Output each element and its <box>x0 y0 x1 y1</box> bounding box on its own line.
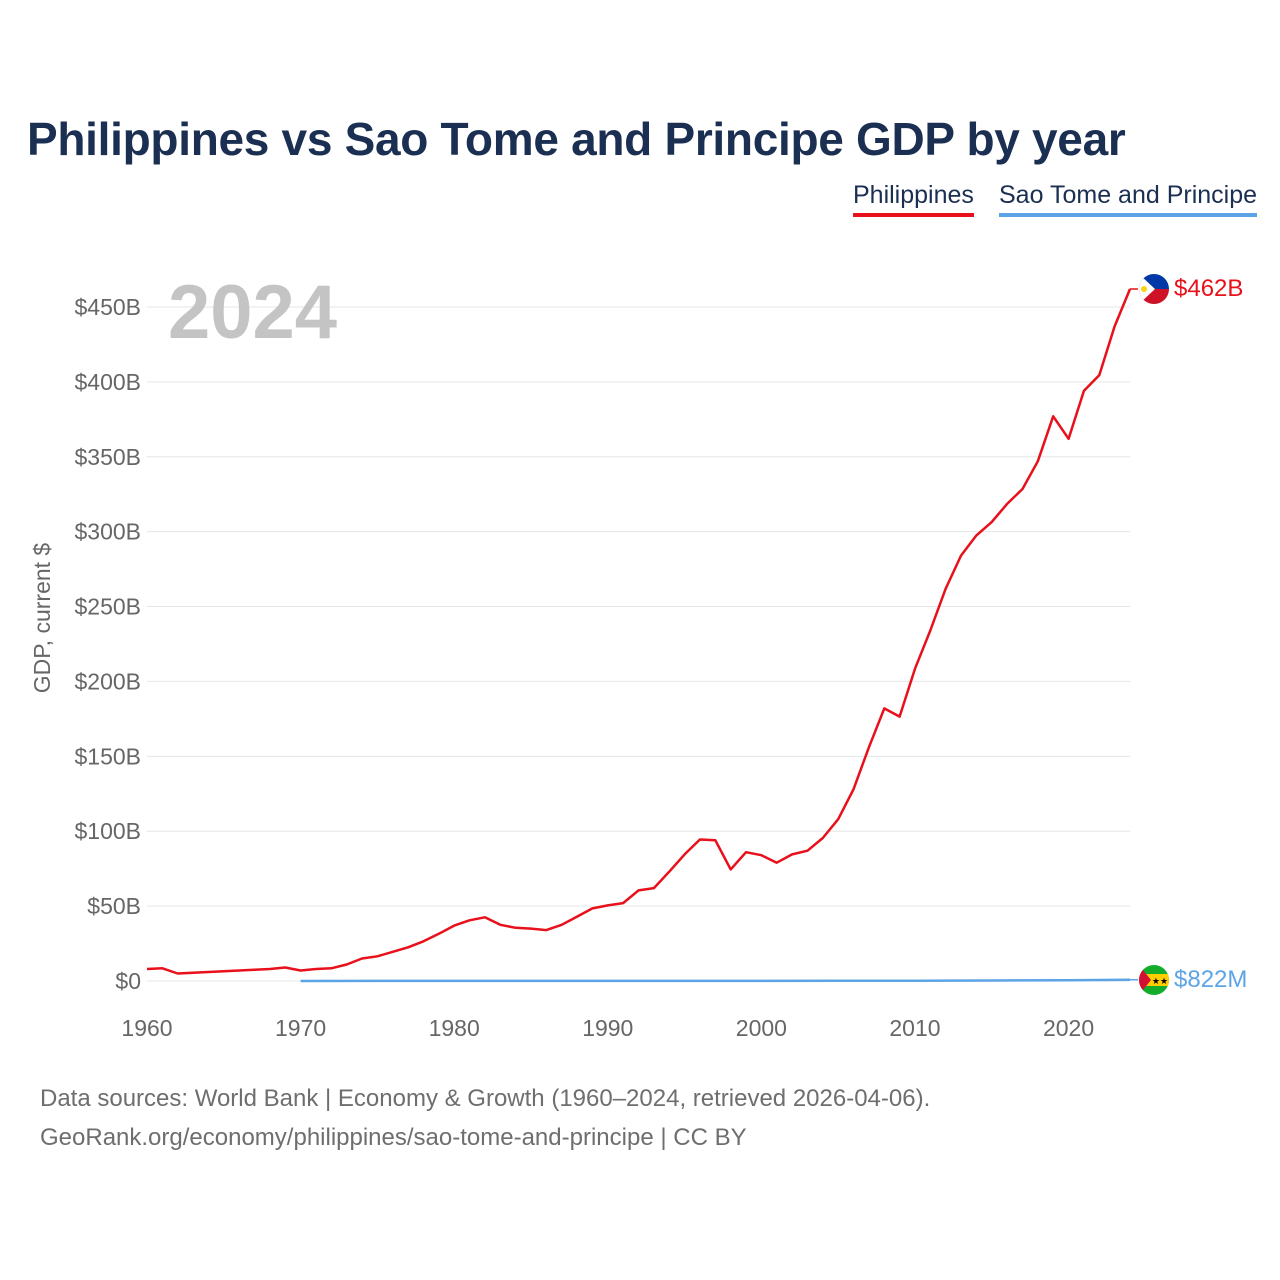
y-tick-label: $350B <box>74 444 141 470</box>
philippines-flag-icon <box>1139 274 1169 304</box>
y-axis-ticks: $0 $50B $100B $150B $200B $250B $300B $350B $400… <box>74 294 141 994</box>
y-tick-label: $450B <box>74 294 141 320</box>
y-tick-label: $150B <box>74 743 141 769</box>
source-url: GeoRank.org/economy/philippines/sao-tome… <box>40 1124 747 1151</box>
series-line-philippines <box>146 288 1132 975</box>
y-tick-label: $400B <box>74 369 141 395</box>
source-note: Data sources: World Bank | Economy & Gro… <box>40 1085 931 1112</box>
x-tick-label: 2010 <box>889 1015 940 1041</box>
y-axis-label: GDP, current $ <box>29 543 55 694</box>
sao-tome-flag-icon: ★★ <box>1139 965 1169 995</box>
sao-tome-end-label: $822M <box>1174 966 1247 993</box>
legend-item-philippines[interactable]: Philippines <box>853 181 974 217</box>
chart-title: Philippines vs Sao Tome and Principe GDP… <box>27 113 1126 165</box>
x-tick-label: 1990 <box>582 1015 633 1041</box>
philippines-end-label: $462B <box>1174 275 1243 302</box>
svg-text:★★: ★★ <box>1152 976 1168 986</box>
series-line-sao-tome <box>300 978 1131 983</box>
series-layer <box>146 288 1138 983</box>
x-tick-label: 1970 <box>275 1015 326 1041</box>
y-tick-label: $250B <box>74 594 141 620</box>
x-tick-label: 1960 <box>121 1015 172 1041</box>
x-tick-label: 1980 <box>429 1015 480 1041</box>
gridlines <box>147 306 1130 982</box>
year-watermark: 2024 <box>168 270 337 355</box>
y-tick-label: $100B <box>74 818 141 844</box>
x-tick-label: 2020 <box>1043 1015 1094 1041</box>
y-tick-label: $200B <box>74 668 141 694</box>
end-markers: ★★ $462B $822M <box>1139 274 1247 995</box>
x-axis-ticks: 1960 1970 1980 1990 2000 2010 2020 <box>121 1015 1094 1041</box>
y-tick-label: $0 <box>115 968 141 994</box>
y-tick-label: $50B <box>87 893 141 919</box>
y-tick-label: $300B <box>74 519 141 545</box>
legend-item-sao-tome[interactable]: Sao Tome and Principe <box>999 181 1258 217</box>
x-tick-label: 2000 <box>736 1015 787 1041</box>
